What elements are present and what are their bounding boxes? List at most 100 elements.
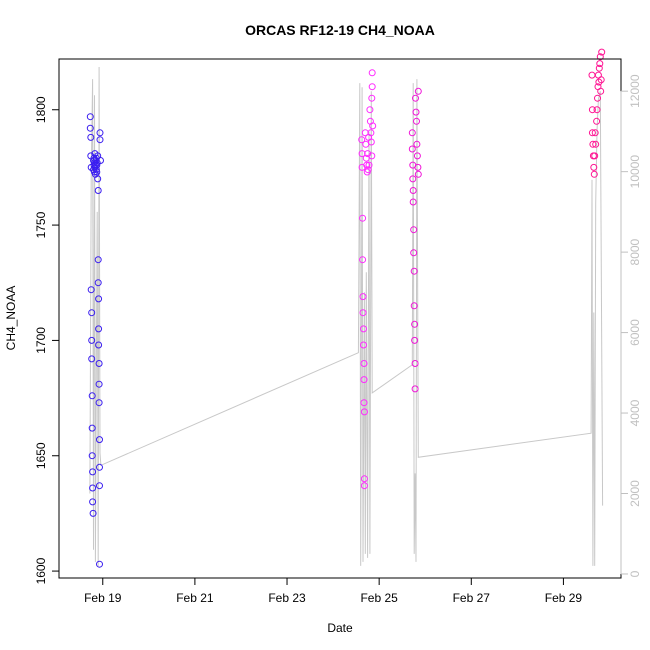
data-point [93,168,101,176]
data-point [363,161,371,169]
data-point [88,336,96,344]
x-tick-label: Feb 29 [545,591,583,605]
series-rf13 [358,69,377,490]
y-axis-label: CH4_NOAA [4,286,18,351]
data-point [94,279,102,287]
data-point [97,157,104,164]
data-point [95,295,103,303]
x-tick-label: Feb 21 [176,591,214,605]
data-point [588,129,596,137]
data-point [94,187,102,194]
y-tick-label: 1600 [34,557,48,584]
data-point [360,408,368,416]
y-tick-label: 1750 [34,211,48,238]
data-point [409,198,417,206]
data-point [96,436,103,444]
x-axis: Feb 19 Feb 21 Feb 23 Feb 25 Feb 27 Feb 29 [84,577,583,605]
data-point [88,424,96,432]
data-point [96,136,104,144]
data-point [367,129,375,137]
data-point [360,399,368,407]
data-point [360,325,367,333]
y2-tick-label: 2000 [628,480,642,507]
data-point [94,175,102,183]
x-tick-label: Feb 25 [360,591,398,605]
data-point [411,320,419,328]
data-point [368,83,376,91]
data-point [87,133,95,141]
data-point [410,267,418,275]
data-point [360,475,368,483]
data-point [368,69,376,77]
data-point [412,108,420,116]
data-point [594,94,601,102]
data-point [595,78,603,86]
y2-tick-label: 0 [628,570,642,577]
data-point [413,117,420,125]
data-point [360,341,367,349]
y-tick-label: 1700 [34,327,48,354]
y2-tick-label: 4000 [628,399,642,426]
data-point [95,399,103,407]
data-point [414,170,422,178]
data-point [411,385,419,393]
y2-tick-label: 12000 [628,74,642,108]
y-tick-label: 1800 [34,96,48,123]
altitude-series [89,66,604,566]
data-point [368,152,376,160]
data-point [411,336,419,344]
data-point [96,482,103,490]
data-point [598,48,606,56]
altitude-line [89,66,604,566]
data-point [592,140,600,148]
data-point [593,117,601,125]
data-point [95,380,103,388]
data-point [408,145,416,153]
data-point [95,360,103,367]
data-point [408,129,416,137]
data-point [96,463,103,471]
data-point [95,341,103,349]
data-point [359,309,367,317]
data-point [90,154,98,162]
data-point [589,140,597,148]
y-axis-left: 1600 1650 1700 1750 1800 [34,96,60,584]
data-point [588,71,596,79]
data-point [410,302,418,310]
data-point [590,163,598,171]
data-point [89,509,97,517]
y2-tick-label: 10000 [628,155,642,189]
data-point [590,170,598,178]
data-point [369,122,377,130]
series-rf14 [408,87,422,393]
data-point [364,150,372,158]
data-point [596,60,604,68]
data-point [414,163,422,171]
data-point [86,113,94,121]
x-tick-label: Feb 19 [84,591,122,605]
data-point [360,360,368,367]
data-point [89,484,97,492]
chart-title: ORCAS RF12-19 CH4_NOAA [245,22,435,38]
y-tick-label: 1650 [34,442,48,469]
data-point [412,94,419,102]
x-axis-label: Date [327,621,353,635]
data-point [413,152,421,160]
data-point [88,355,96,363]
data-point [409,175,417,183]
data-point [86,124,94,132]
data-point [367,138,375,146]
data-point [597,76,605,84]
data-point [96,560,103,568]
data-point [89,498,97,506]
data-points [86,48,606,568]
data-point [96,129,104,137]
data-point [359,293,367,301]
data-point [360,376,368,384]
y2-tick-label: 8000 [628,238,642,265]
plot-frame [58,58,622,579]
data-point [414,87,422,95]
data-point [593,106,601,114]
data-point [88,392,96,400]
